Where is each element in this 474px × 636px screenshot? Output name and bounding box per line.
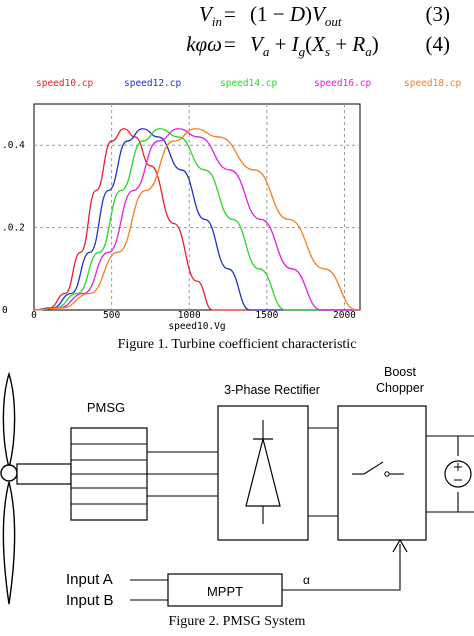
y-tick-label: .0.2 xyxy=(2,223,25,234)
chart-legend: speed10.cp speed12.cp speed14.cp speed16.cp… xyxy=(36,78,461,89)
series-line-speed12 xyxy=(33,128,360,311)
mppt-block xyxy=(167,573,283,607)
x-tick-label: 2000 xyxy=(333,310,356,321)
chopper-label-line2: Chopper xyxy=(376,381,424,395)
rectifier-label: 3-Phase Rectifier xyxy=(224,383,320,397)
mppt-label: MPPT xyxy=(207,584,243,599)
equation-4-number: (4) xyxy=(425,32,451,56)
equals-sign: = xyxy=(224,32,236,56)
shaft xyxy=(16,463,72,485)
series-line-speed18 xyxy=(33,128,360,311)
arrow-up-icon xyxy=(392,538,408,553)
x-tick-label: 500 xyxy=(103,310,120,321)
equation-3: Vin = (1 − D)Vout (3) xyxy=(0,2,474,30)
x-tick-label: 1000 xyxy=(178,310,201,321)
dc-source-icon xyxy=(444,460,472,488)
alpha-control-line xyxy=(282,544,401,591)
equation-3-lhs: Vin xyxy=(199,2,222,30)
figure-1-caption: Figure 1. Turbine coefficient characteri… xyxy=(117,337,357,352)
diode-icon xyxy=(245,420,281,524)
equation-4-lhs: kφω xyxy=(186,32,222,56)
x-tick-label: 1500 xyxy=(255,310,278,321)
chart-ticks: 0 500 1000 1500 2000 0 .0.2 .0.4 xyxy=(2,140,356,321)
series-line-speed10 xyxy=(33,128,360,311)
plot-area xyxy=(33,103,361,311)
equation-3-number: (3) xyxy=(425,2,451,26)
x-axis-label: speed10.Vg xyxy=(168,321,225,332)
input-b-label: Input B xyxy=(66,592,114,609)
legend-item-speed18: speed18.cp xyxy=(404,78,461,89)
pmsg-label: PMSG xyxy=(87,400,125,415)
x-tick-label: 0 xyxy=(31,310,37,321)
switch-icon xyxy=(352,461,404,477)
alpha-label: α xyxy=(303,573,310,587)
turbine-cp-chart: speed10.cp speed12.cp speed14.cp speed16.cp… xyxy=(2,78,461,332)
chart-series xyxy=(33,128,360,311)
legend-item-speed14: speed14.cp xyxy=(220,78,277,89)
chart-grid xyxy=(34,104,360,310)
pmsg-system-diagram: PMSG 3-Phase Rectifier Boost Chopper MPP… xyxy=(0,365,474,609)
equation-4-rhs: Va + Ig(Xs + Ra) xyxy=(250,32,379,60)
y-tick-label: 0 xyxy=(2,305,8,316)
y-tick-label: .0.4 xyxy=(2,140,25,151)
equals-sign: = xyxy=(224,2,236,26)
input-a-label: Input A xyxy=(66,571,113,588)
figure-2-caption: Figure 2. PMSG System xyxy=(168,614,306,629)
legend-item-speed12: speed12.cp xyxy=(124,78,181,89)
legend-item-speed16: speed16.cp xyxy=(314,78,371,89)
series-line-speed16 xyxy=(33,128,360,311)
legend-item-speed10: speed10.cp xyxy=(36,78,93,89)
equation-3-rhs: (1 − D)Vout xyxy=(250,2,342,30)
turbine-icon xyxy=(0,371,18,605)
equation-4: kφω = Va + Ig(Xs + Ra) (4) xyxy=(0,32,474,60)
boost-chopper-block xyxy=(337,405,427,541)
chopper-label-line1: Boost xyxy=(384,365,416,379)
